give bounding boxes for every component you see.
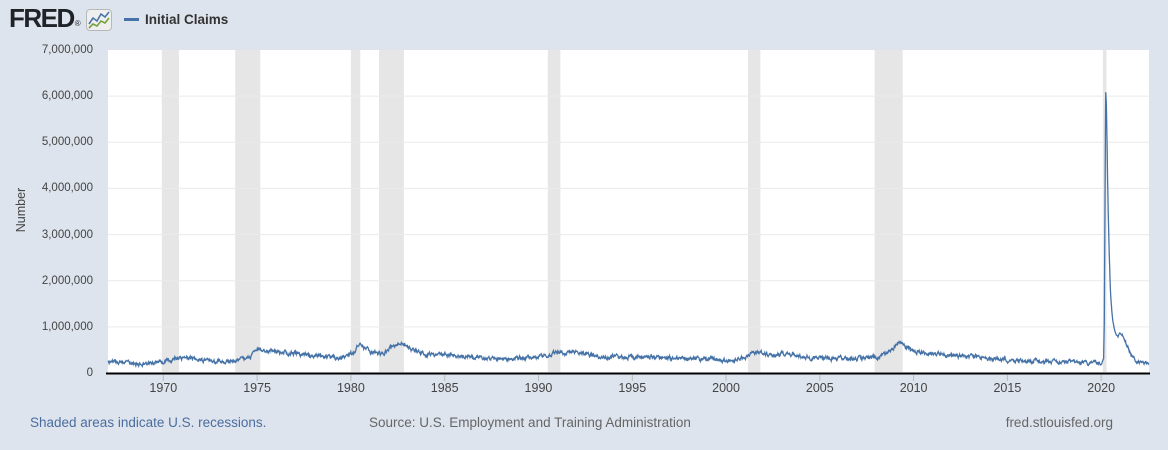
header: FRED ® Initial Claims	[0, 0, 1168, 40]
x-tick-label: 1995	[618, 381, 647, 395]
y-tick-label: 5,000,000	[41, 136, 93, 149]
legend-item-initial-claims[interactable]: Initial Claims	[124, 12, 228, 27]
y-tick-label: 3,000,000	[41, 228, 93, 241]
x-tick-label: 2010	[899, 381, 928, 395]
x-tick-label: 2015	[993, 381, 1022, 395]
x-tick-label: 1990	[524, 381, 553, 395]
recession-band	[161, 50, 179, 372]
fred-logo[interactable]: FRED ®	[9, 5, 81, 31]
recession-band	[235, 50, 261, 372]
x-tick-label: 2000	[712, 381, 740, 395]
y-tick-label: 6,000,000	[41, 90, 93, 103]
fred-sparkline-icon	[86, 9, 112, 31]
y-tick-label: 0	[86, 367, 93, 379]
y-tick-label: 2,000,000	[41, 274, 93, 287]
recession-note-link[interactable]: Shaded areas indicate U.S. recessions.	[30, 415, 267, 430]
x-tick-label: 2005	[805, 381, 834, 395]
recession-band	[379, 50, 404, 372]
y-tick-label: 1,000,000	[41, 320, 93, 333]
footer: Shaded areas indicate U.S. recessions. S…	[0, 415, 1168, 435]
recession-band	[350, 50, 361, 372]
y-tick-label: 7,000,000	[41, 44, 93, 56]
legend-line-swatch	[124, 18, 139, 21]
x-tick-label: 2020	[1087, 381, 1116, 395]
x-tick-label: 1985	[430, 381, 459, 395]
y-tick-label: 4,000,000	[41, 182, 93, 195]
recession-band	[547, 50, 561, 372]
source-text: Source: U.S. Employment and Training Adm…	[369, 415, 691, 430]
series-line-initial-claims	[107, 92, 1150, 369]
x-tick-label: 1975	[243, 381, 272, 395]
plot-background	[108, 50, 1149, 373]
registered-trademark-icon: ®	[74, 19, 81, 28]
legend-label: Initial Claims	[145, 12, 229, 27]
recession-band	[748, 50, 761, 372]
fred-site-link[interactable]: fred.stlouisfed.org	[1005, 415, 1113, 430]
x-axis-line	[106, 372, 1150, 375]
fred-logo-text: FRED	[9, 3, 75, 33]
recession-band	[874, 50, 903, 372]
x-tick-label: 1970	[149, 381, 178, 395]
x-tick-label: 1980	[336, 381, 365, 395]
